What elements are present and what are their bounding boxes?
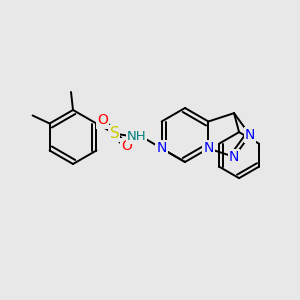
Text: N: N bbox=[245, 128, 255, 142]
Text: O: O bbox=[97, 113, 108, 128]
Text: N: N bbox=[229, 150, 239, 164]
Text: S: S bbox=[110, 126, 119, 141]
Text: N: N bbox=[203, 142, 214, 155]
Text: NH: NH bbox=[127, 130, 146, 143]
Text: N: N bbox=[156, 142, 167, 155]
Text: O: O bbox=[121, 140, 132, 154]
